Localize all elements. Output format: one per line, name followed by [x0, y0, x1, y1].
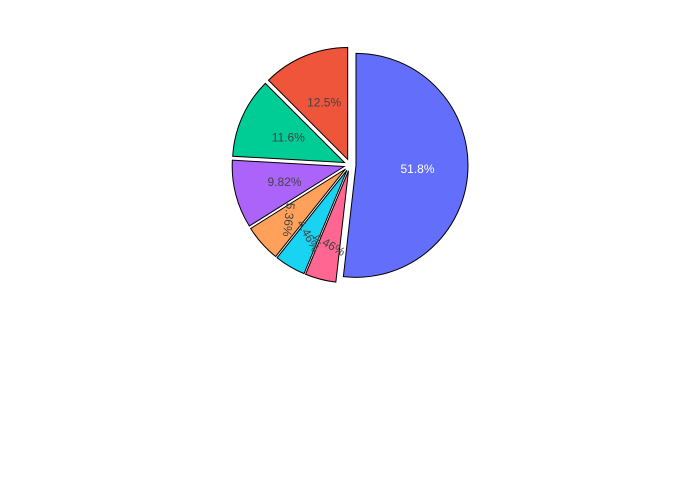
pie-label-6: 12.5% — [307, 96, 341, 110]
pie-slice-6[interactable] — [267, 46, 349, 161]
pie-slice-2[interactable] — [276, 169, 348, 275]
pie-slice-5[interactable] — [232, 82, 346, 164]
pie-slice-1[interactable] — [304, 170, 349, 283]
pie-label-3: 5.36% — [280, 202, 298, 238]
pie-slices — [231, 46, 469, 283]
pie-slice-4[interactable] — [231, 159, 346, 227]
pie-label-5: 11.6% — [272, 130, 305, 144]
pie-slice-0[interactable] — [342, 52, 469, 278]
pie-slice-3[interactable] — [249, 168, 346, 258]
pie-label-4: 9.82% — [268, 175, 302, 189]
pie-label-0: 51.8% — [400, 162, 434, 176]
